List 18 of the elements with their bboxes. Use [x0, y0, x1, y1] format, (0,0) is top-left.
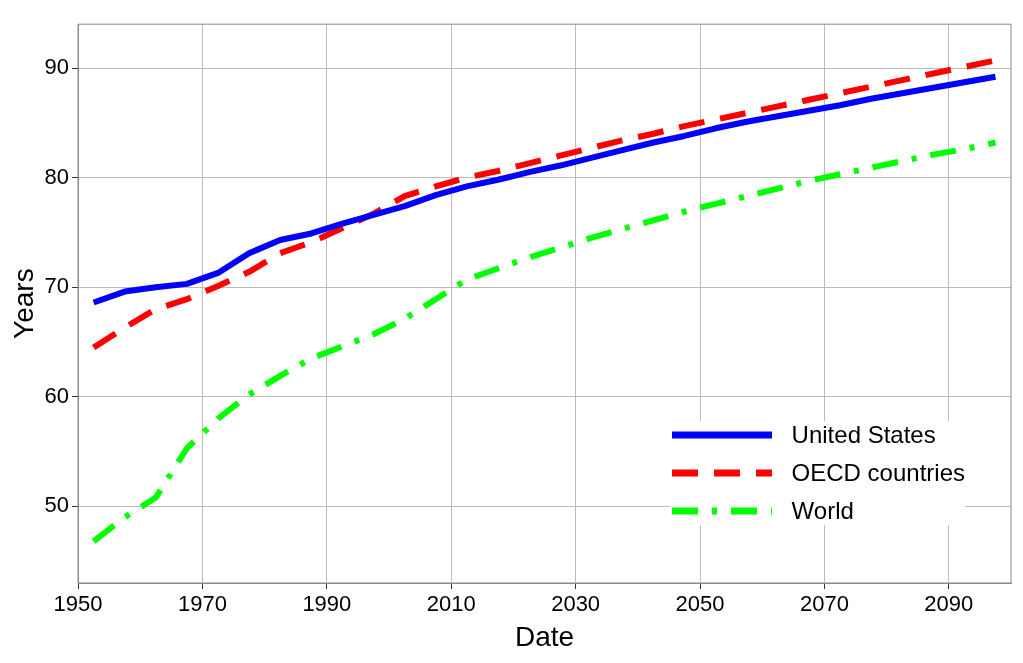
- x-axis-title: Date: [514, 620, 575, 652]
- y-tick-label: 80: [44, 163, 70, 189]
- x-tick-label: 2070: [799, 591, 849, 617]
- legend-label: OECD countries: [791, 459, 965, 487]
- x-tick-label: 1990: [302, 591, 352, 617]
- x-tick-label: 2030: [551, 591, 601, 617]
- y-tick-label: 70: [44, 273, 70, 299]
- y-tick-label: 90: [44, 54, 70, 80]
- x-tick-label: 2010: [426, 591, 476, 617]
- y-tick-label: 60: [44, 382, 70, 408]
- y-axis-title: Years: [7, 268, 39, 339]
- x-tick-label: 2050: [675, 591, 725, 617]
- legend-label: World: [791, 497, 854, 525]
- y-tick-label: 50: [44, 492, 70, 518]
- x-tick-label: 1970: [177, 591, 227, 617]
- x-tick-label: 2090: [924, 591, 974, 617]
- x-tick-label: 1950: [53, 591, 103, 617]
- legend-label: United States: [791, 421, 936, 449]
